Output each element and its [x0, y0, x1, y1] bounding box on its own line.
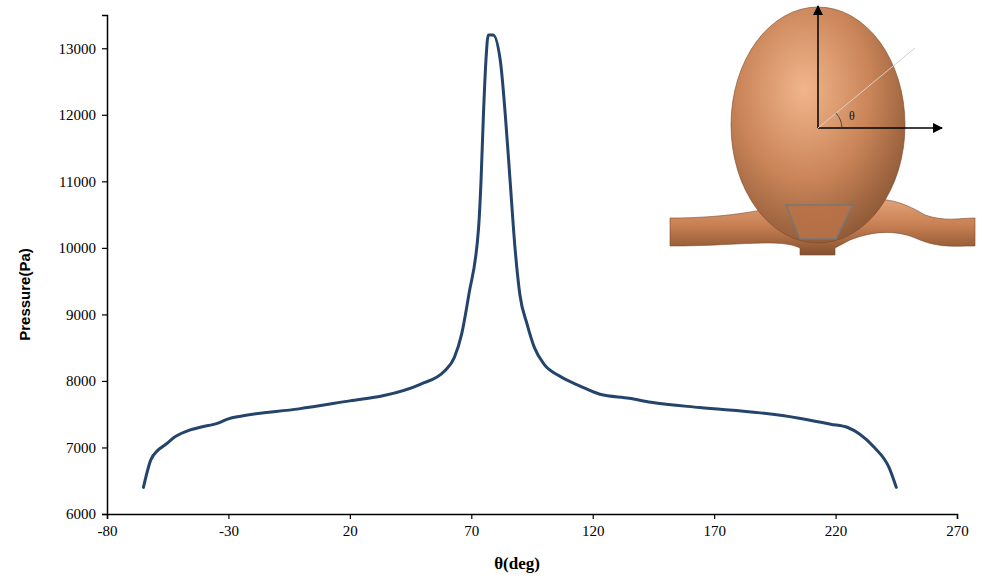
y-tick-label: 8000: [66, 373, 96, 389]
x-axis: -80 -30 20 70 120 170 220 270: [98, 514, 969, 539]
aneurysm-sac: [731, 7, 905, 243]
inset-figure: θ: [670, 6, 975, 255]
y-tick: 10000: [59, 240, 108, 256]
y-tick-mark: [102, 381, 107, 382]
y-tick-label: 10000: [59, 240, 97, 256]
y-axis-line: [102, 16, 108, 515]
aneurysm-neck: [786, 205, 853, 239]
y-tick: 6000: [66, 506, 107, 522]
x-tick-label: 270: [946, 523, 969, 539]
y-tick-mark: [102, 514, 107, 515]
inset-angle-arc: [836, 113, 842, 128]
parent-vessel: [670, 199, 975, 255]
y-tick: 7000: [66, 440, 107, 456]
x-tick-label: 220: [825, 523, 848, 539]
y-tick-label: 6000: [66, 506, 96, 522]
x-axis-title: θ(deg): [494, 554, 540, 573]
x-tick: -80: [98, 514, 118, 539]
x-axis-line: [108, 515, 958, 520]
plot-area: [143, 35, 896, 487]
x-tick-label: 70: [464, 523, 479, 539]
x-tick: 20: [343, 514, 358, 539]
pressure-line: [143, 35, 896, 487]
x-tick-label: -80: [98, 523, 118, 539]
x-tick-mark: [835, 514, 836, 519]
y-tick-label: 11000: [59, 174, 96, 190]
y-tick-label: 13000: [59, 41, 97, 57]
annotation: θ: [849, 109, 855, 123]
x-tick-label: -30: [219, 523, 239, 539]
x-tick: 170: [703, 514, 726, 539]
x-tick-mark: [471, 514, 472, 519]
y-tick-label: 7000: [66, 440, 96, 456]
y-tick-mark: [102, 314, 107, 315]
x-tick: -30: [219, 514, 239, 539]
chart: θ -80 -30 20 70 120 170 220 270 6000 7000 8000 9000 1…: [0, 0, 982, 581]
x-tick-mark: [714, 514, 715, 519]
y-tick-mark: [102, 115, 107, 116]
y-tick: 9000: [66, 307, 107, 323]
inset-axis-horizontal: [818, 127, 942, 129]
y-tick-mark: [102, 248, 107, 249]
x-tick-mark: [228, 514, 229, 519]
x-tick: 70: [464, 514, 479, 539]
y-tick-mark: [102, 447, 107, 448]
x-tick-label: 170: [703, 523, 726, 539]
y-tick-mark: [102, 48, 107, 49]
y-axis: 6000 7000 8000 9000 10000 11000 12000 13000: [59, 16, 108, 523]
x-tick-mark: [957, 514, 958, 519]
y-tick: 8000: [66, 373, 107, 389]
inset-axis-vertical: [817, 6, 819, 128]
y-axis-title: Pressure(Pa): [16, 248, 33, 341]
x-tick: 270: [946, 514, 969, 539]
x-tick-label: 120: [582, 523, 605, 539]
x-tick-mark: [350, 514, 351, 519]
x-tick: 220: [825, 514, 848, 539]
y-tick: 12000: [59, 107, 108, 123]
y-tick-mark: [102, 181, 107, 182]
y-tick: 11000: [59, 174, 107, 190]
x-tick-mark: [593, 514, 594, 519]
y-tick-label: 12000: [59, 107, 97, 123]
x-tick-label: 20: [343, 523, 358, 539]
x-tick: 120: [582, 514, 605, 539]
y-tick: 13000: [59, 41, 108, 57]
inset-angle-ray: [818, 48, 915, 128]
y-tick-label: 9000: [66, 307, 96, 323]
